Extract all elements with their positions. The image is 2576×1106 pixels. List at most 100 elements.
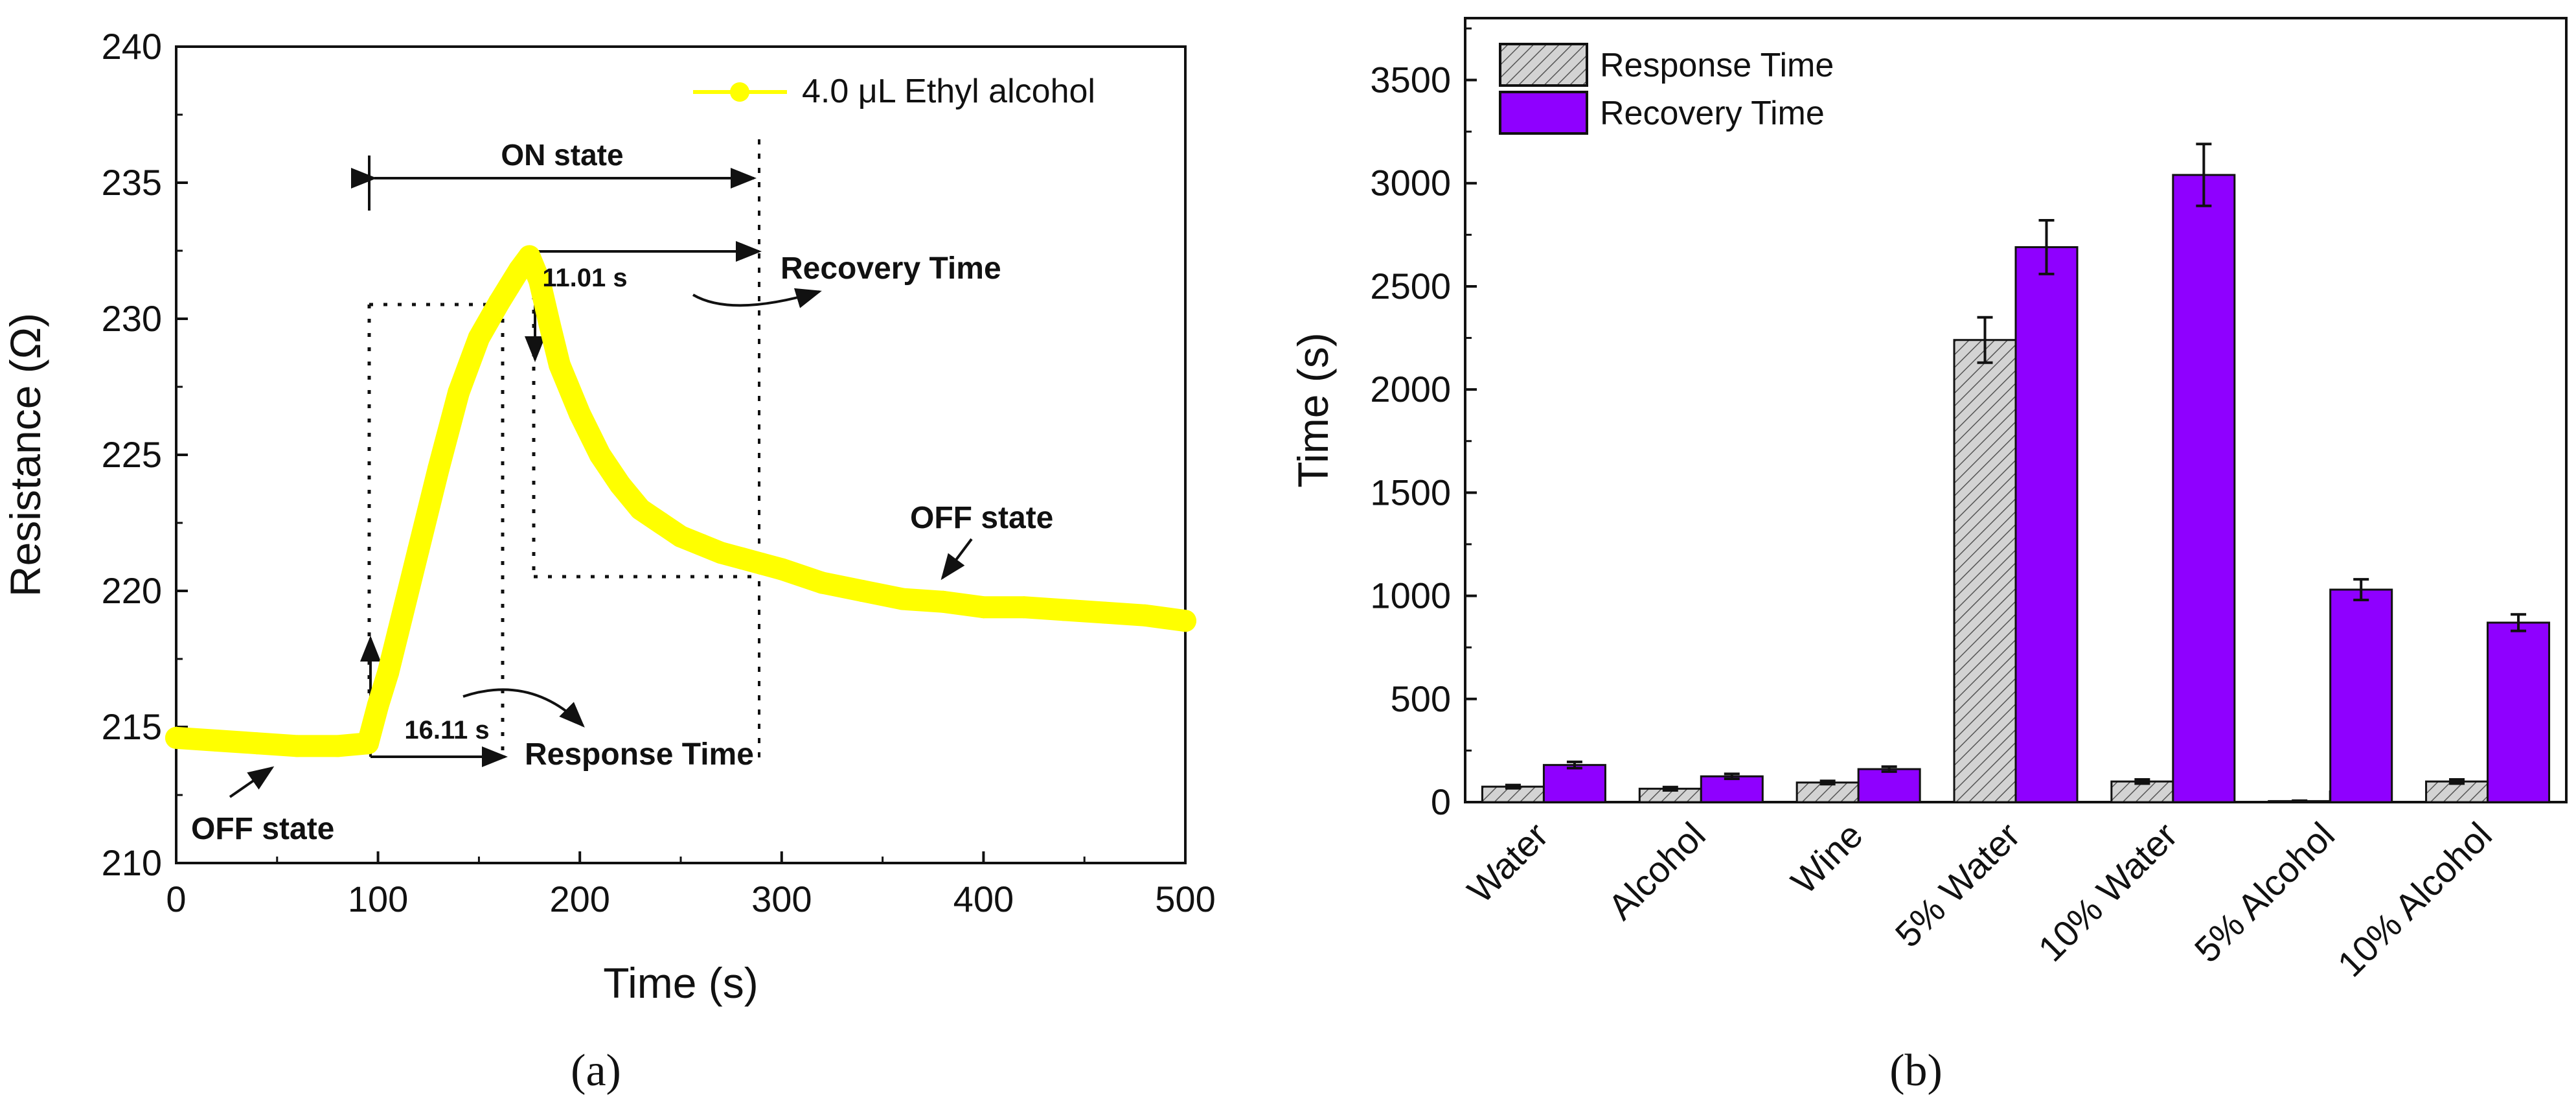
- data-point: [1174, 610, 1196, 632]
- x-tick-label: 0: [166, 879, 186, 919]
- bar-recovery-time: [2329, 588, 2393, 803]
- panel-b-ticks: 0 500 1000 1500 2000 2500 3000 3500 Water Alcohol…: [1370, 27, 2500, 984]
- data-point: [569, 403, 591, 425]
- panel-a-x-axis-label: Time (s): [603, 959, 758, 1007]
- bar-recovery-time: [2172, 174, 2236, 803]
- panel-a-series: [165, 245, 1196, 757]
- data-point: [498, 275, 521, 297]
- category-label: 10% Alcohol: [2330, 814, 2500, 984]
- legend-point-marker: [730, 82, 749, 102]
- y-tick-label: 500: [1391, 678, 1451, 719]
- data-point: [1134, 604, 1156, 627]
- data-point: [811, 571, 834, 594]
- bar-recovery-time: [1857, 768, 1921, 803]
- category-label: Water: [1459, 814, 1556, 911]
- recovery-time-value: 11.01 s: [542, 264, 627, 292]
- data-point: [589, 444, 611, 466]
- response-time-label: Response Time: [525, 737, 754, 772]
- data-point: [528, 270, 551, 292]
- data-point: [357, 732, 380, 755]
- y-tick-label: 1500: [1370, 472, 1451, 513]
- legend-label: 4.0 μL Ethyl alcohol: [802, 73, 1095, 110]
- data-point: [972, 596, 995, 619]
- y-tick-label: 225: [102, 434, 162, 475]
- panel-b-bars: [1481, 143, 2551, 803]
- y-tick-label: 215: [102, 706, 162, 747]
- data-point: [377, 662, 400, 684]
- category-label: 10% Water: [2030, 814, 2185, 969]
- panel-b-y-axis-label: Time (s): [1289, 332, 1337, 488]
- category-label: 5% Water: [1887, 814, 2028, 955]
- x-tick-label: 400: [953, 879, 1014, 919]
- y-tick-label: 210: [102, 842, 162, 883]
- data-point: [549, 354, 571, 376]
- data-point: [448, 381, 470, 404]
- data-point: [1012, 596, 1035, 619]
- data-point: [851, 580, 874, 602]
- data-point: [710, 542, 733, 564]
- panel-a-chart: 0 100 200 300 400 500 210 215 220 225 230 235 240 4.…: [1, 26, 1216, 1096]
- bar-recovery-time: [2014, 246, 2079, 803]
- legend-label-response: Response Time: [1600, 47, 1834, 84]
- y-tick-label: 235: [102, 162, 162, 203]
- data-point: [407, 539, 429, 561]
- data-point: [730, 547, 753, 570]
- off-state-left-label: OFF state: [191, 812, 334, 846]
- category-label: Alcohol: [1600, 814, 1713, 927]
- data-point: [387, 621, 409, 643]
- y-tick-label: 3000: [1370, 163, 1451, 203]
- data-point: [1053, 599, 1076, 621]
- bar-recovery-time: [1700, 775, 1764, 803]
- bar-recovery-time: [1542, 764, 1606, 803]
- data-point: [690, 533, 712, 556]
- panel-a-y-axis-label: Resistance (Ω): [1, 313, 49, 597]
- data-point: [488, 291, 510, 314]
- data-point: [205, 730, 228, 752]
- data-point: [326, 735, 349, 757]
- recovery-time-label: Recovery Time: [781, 251, 1001, 286]
- data-point: [770, 558, 793, 581]
- data-point: [165, 726, 187, 749]
- panel-b-legend: Response Time Recovery Time: [1499, 43, 1834, 135]
- data-point: [670, 525, 692, 547]
- panel-b-caption: (b): [1889, 1046, 1943, 1096]
- x-tick-label: 500: [1155, 879, 1215, 919]
- data-point: [932, 590, 955, 613]
- panel-b-chart: 0 500 1000 1500 2000 2500 3000 3500 Water Alcohol…: [1289, 17, 2568, 1096]
- panel-a-ticks: 0 100 200 300 400 500 210 215 220 225 230 235 240: [102, 26, 1216, 919]
- data-point: [649, 512, 672, 534]
- x-tick-label: 100: [348, 879, 408, 919]
- data-point: [750, 553, 773, 575]
- y-tick-label: 3500: [1370, 60, 1451, 100]
- y-tick-label: 220: [102, 570, 162, 611]
- data-point: [427, 457, 450, 479]
- off-state-right-arrow: [940, 538, 973, 581]
- recovery-curved-arrow: [692, 288, 822, 308]
- off-state-left-arrow: [229, 766, 275, 798]
- panel-a-legend: 4.0 μL Ethyl alcohol: [693, 73, 1095, 110]
- x-tick-label: 200: [549, 879, 610, 919]
- data-point: [367, 694, 389, 717]
- on-state-label: ON state: [501, 138, 623, 172]
- data-point: [468, 327, 490, 349]
- y-tick-label: 1000: [1370, 575, 1451, 616]
- off-state-right-label: OFF state: [910, 501, 1053, 535]
- data-point: [518, 245, 541, 268]
- y-tick-label: 2500: [1370, 266, 1451, 306]
- category-label: 5% Alcohol: [2187, 814, 2342, 970]
- response-time-value: 16.11 s: [404, 716, 489, 744]
- legend-swatch-recovery: [1499, 91, 1588, 135]
- legend-label-recovery: Recovery Time: [1600, 95, 1825, 132]
- y-tick-label: 2000: [1370, 369, 1451, 409]
- y-tick-label: 0: [1431, 781, 1451, 822]
- panel-a-caption: (a): [571, 1046, 621, 1096]
- data-point: [1093, 601, 1116, 624]
- data-point: [891, 588, 914, 610]
- bar-response-time: [2425, 780, 2489, 803]
- data-point: [538, 313, 561, 336]
- category-label: Wine: [1783, 814, 1871, 902]
- response-curved-arrow: [462, 688, 585, 728]
- x-tick-label: 300: [751, 879, 812, 919]
- legend-swatch-response: [1499, 43, 1588, 87]
